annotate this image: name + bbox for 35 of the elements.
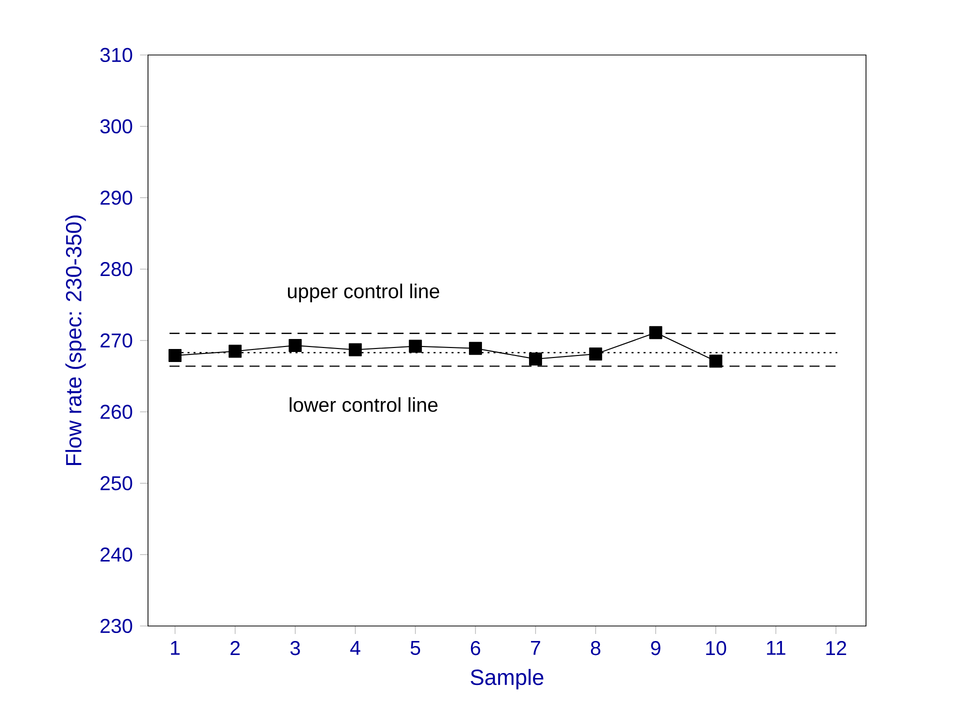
y-axis-title: Flow rate (spec: 230-350) (65, 216, 86, 466)
x-tick-label: 3 (290, 641, 300, 656)
y-tick-label: 240 (100, 548, 132, 562)
point (709, 354, 722, 368)
y-tick-label: 290 (100, 190, 132, 205)
x-tick-label: 2 (230, 641, 240, 656)
point (228, 344, 242, 358)
y-tick-label: 270 (100, 333, 132, 348)
x-tick-label: 4 (350, 641, 360, 655)
x-tick-label: 10 (706, 641, 726, 656)
x-axis-title: Sample (470, 668, 544, 690)
x-tick-label: 11 (767, 641, 786, 655)
point (468, 342, 482, 355)
y-tick-label: 300 (100, 119, 132, 134)
point (529, 352, 542, 366)
y-tick-label: 260 (100, 404, 132, 419)
x-tick-label: 7 (531, 641, 540, 655)
y-tick-label: 250 (100, 476, 132, 490)
y-tick-label: 310 (100, 48, 132, 62)
x-tick-label: 9 (651, 641, 660, 656)
y-tick-label: 230 (100, 618, 132, 634)
x-tick-label: 8 (590, 641, 600, 656)
ref-line-label: upper control line (288, 284, 440, 302)
point (649, 326, 662, 340)
point (168, 348, 182, 362)
x-tick-label: 1 (171, 641, 180, 655)
x-tick-label: 5 (410, 641, 420, 655)
point (589, 348, 602, 361)
x-tick-label: 12 (826, 641, 846, 656)
y-tick-label: 280 (100, 262, 132, 276)
point (408, 340, 422, 353)
point (348, 343, 362, 356)
ref-line-label: lower control line (290, 397, 438, 412)
x-tick-label: 6 (470, 641, 480, 656)
point (288, 338, 302, 352)
